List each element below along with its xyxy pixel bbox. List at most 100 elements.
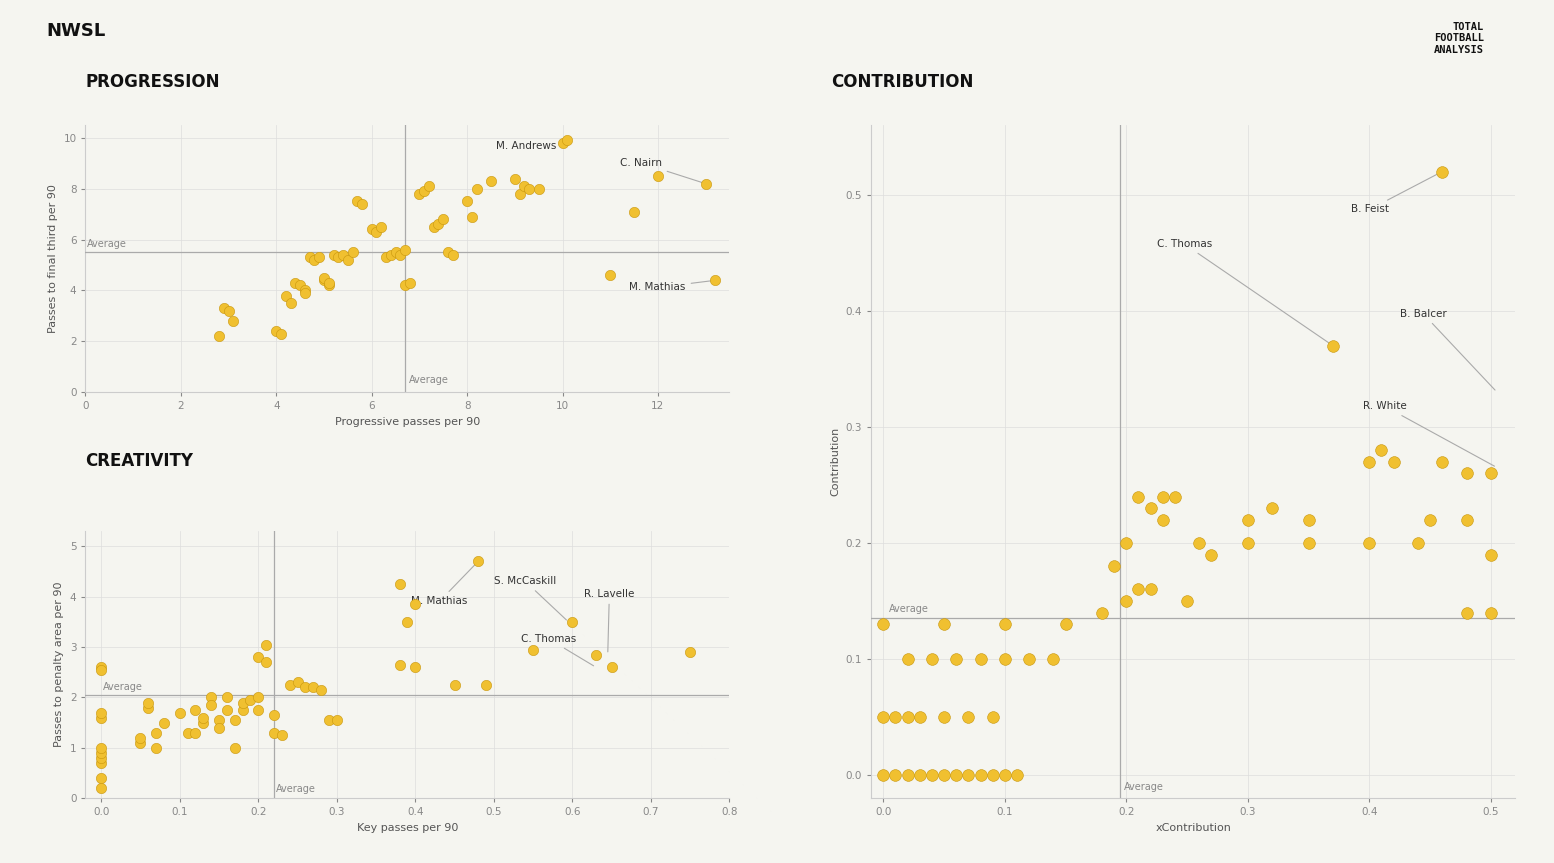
Text: C. Thomas: C. Thomas <box>521 634 594 666</box>
Point <box>1430 165 1455 179</box>
Point <box>516 182 541 196</box>
Point <box>583 648 608 662</box>
Point <box>306 250 331 264</box>
Y-axis label: Passes to final third per 90: Passes to final third per 90 <box>48 185 57 333</box>
Point <box>1296 513 1321 526</box>
Point <box>1138 583 1162 596</box>
Point <box>152 715 177 729</box>
Point <box>883 768 908 782</box>
Point <box>261 709 286 722</box>
Point <box>199 698 224 712</box>
Point <box>89 706 113 720</box>
Point <box>1200 548 1225 562</box>
Point <box>1405 536 1430 550</box>
Point <box>455 194 480 208</box>
Point <box>135 696 160 709</box>
Point <box>460 210 485 224</box>
Point <box>176 726 200 740</box>
Point <box>1478 466 1503 480</box>
Point <box>309 683 334 696</box>
Text: C. Thomas: C. Thomas <box>1156 239 1330 344</box>
Text: Average: Average <box>103 683 143 692</box>
Point <box>311 271 336 285</box>
Point <box>278 296 303 310</box>
Text: Average: Average <box>889 604 929 614</box>
Point <box>283 276 308 290</box>
Point <box>920 652 945 666</box>
Point <box>908 768 932 782</box>
Point <box>465 182 490 196</box>
Point <box>269 728 294 742</box>
Point <box>993 652 1018 666</box>
Point <box>1382 455 1406 469</box>
Point <box>474 678 499 692</box>
Point <box>222 741 247 755</box>
Point <box>1235 513 1260 526</box>
Point <box>395 615 420 629</box>
Point <box>943 768 968 782</box>
Point <box>645 169 670 183</box>
Point <box>1114 536 1139 550</box>
Point <box>350 197 375 211</box>
Point <box>968 768 993 782</box>
Point <box>430 212 455 226</box>
Point <box>246 650 270 664</box>
X-axis label: xContribution: xContribution <box>1155 822 1231 833</box>
Point <box>1114 594 1139 608</box>
Point <box>1321 339 1346 353</box>
Point <box>402 660 427 674</box>
Point <box>183 703 208 717</box>
Text: R. Lavelle: R. Lavelle <box>584 589 634 652</box>
Point <box>222 713 247 727</box>
Point <box>373 250 398 264</box>
Point <box>1127 583 1152 596</box>
Text: M. Mathias: M. Mathias <box>629 280 712 293</box>
Point <box>502 172 527 186</box>
Point <box>207 721 232 734</box>
Text: B. Feist: B. Feist <box>1350 173 1441 214</box>
Point <box>1102 559 1127 573</box>
Point <box>89 772 113 785</box>
Point <box>932 710 957 724</box>
Point <box>393 279 418 293</box>
Point <box>89 711 113 725</box>
Point <box>359 223 384 236</box>
Point <box>435 245 460 259</box>
Point <box>89 746 113 759</box>
Point <box>1004 768 1029 782</box>
Point <box>388 248 413 261</box>
Point <box>89 663 113 677</box>
Point <box>1162 489 1187 503</box>
Point <box>600 660 625 674</box>
Point <box>214 703 239 717</box>
Point <box>956 768 981 782</box>
Point <box>211 301 236 315</box>
Point <box>993 768 1018 782</box>
Point <box>143 741 168 755</box>
Point <box>1455 513 1479 526</box>
Point <box>870 710 895 724</box>
Point <box>311 274 336 287</box>
Point <box>221 314 246 328</box>
Point <box>297 250 322 264</box>
Point <box>1187 536 1212 550</box>
Point <box>230 696 255 709</box>
Point <box>326 250 351 264</box>
Point <box>702 274 727 287</box>
Point <box>402 597 427 611</box>
Point <box>364 225 388 239</box>
Point <box>895 710 920 724</box>
Point <box>393 243 418 256</box>
Point <box>421 220 446 234</box>
Text: PROGRESSION: PROGRESSION <box>85 72 221 91</box>
Point <box>301 253 326 267</box>
Point <box>1175 594 1200 608</box>
Point <box>895 652 920 666</box>
Point <box>274 289 298 303</box>
Point <box>183 726 208 740</box>
Point <box>1455 606 1479 620</box>
Point <box>1417 513 1442 526</box>
Point <box>932 768 957 782</box>
Point <box>1296 536 1321 550</box>
Point <box>440 248 465 261</box>
